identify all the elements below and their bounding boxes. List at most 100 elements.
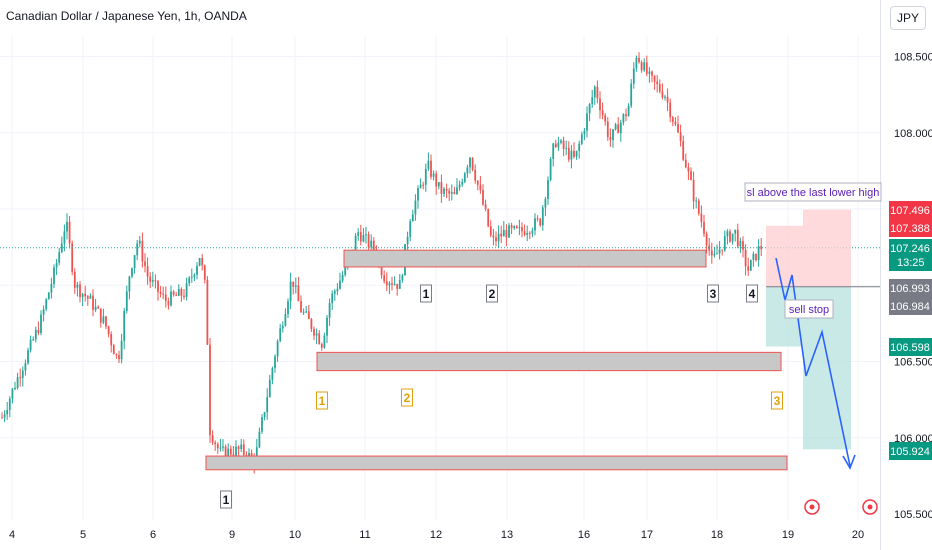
candle-body <box>515 226 518 228</box>
candle-body <box>588 104 591 114</box>
candle-body <box>211 435 214 443</box>
candle-body <box>222 446 224 448</box>
candle-body <box>45 299 48 310</box>
candle-body <box>274 356 276 369</box>
x-tick-19: 19 <box>782 529 794 541</box>
candle-body <box>133 255 136 269</box>
candle-body <box>723 236 726 251</box>
candle-body <box>34 329 37 340</box>
candle-body <box>401 275 404 281</box>
price-label-4: 106.993 <box>890 283 930 295</box>
alert-icon-dot-2 <box>867 504 873 510</box>
candle-body <box>162 293 165 295</box>
candle-body <box>372 240 375 253</box>
candle-body <box>21 370 24 378</box>
candle-body <box>190 276 193 278</box>
x-tick-17: 17 <box>641 529 653 541</box>
marker-box-5 <box>316 391 328 410</box>
candle-body <box>677 124 679 133</box>
candle-body <box>118 355 120 360</box>
candle-body <box>94 306 97 310</box>
candle-body <box>281 325 284 329</box>
annotation-text-2: sell stop <box>789 304 829 316</box>
annotation-box-1 <box>744 182 882 202</box>
candle-body <box>219 447 222 449</box>
markers: 1 2 3 4 1 2 3 1 <box>220 284 783 509</box>
candle-body <box>71 243 74 272</box>
x-tick-5: 5 <box>80 529 86 541</box>
candle-body <box>593 86 596 98</box>
candle-body <box>552 143 555 159</box>
candle-body <box>391 283 393 285</box>
candle-body <box>731 233 734 242</box>
candle-body <box>643 62 646 71</box>
candle-body <box>175 294 178 296</box>
price-label-7: 105.924 <box>890 446 930 458</box>
candle-body <box>138 240 141 244</box>
candle-body <box>203 265 206 280</box>
candle-body <box>289 281 292 302</box>
candle-body <box>287 301 289 315</box>
candle-body <box>294 285 297 287</box>
candle-body <box>453 192 456 194</box>
candle-body <box>422 184 425 186</box>
price-axis-separator <box>880 0 881 550</box>
marker-box-3 <box>707 284 719 303</box>
candle-body <box>612 129 614 141</box>
candle-body <box>112 345 115 355</box>
candle-body <box>606 121 609 138</box>
candle-body <box>661 91 664 98</box>
candle-body <box>632 68 635 84</box>
candle-body <box>315 333 318 336</box>
candle-body <box>216 444 219 449</box>
price-label-6: 106.598 <box>890 342 930 354</box>
candle-body <box>354 235 357 250</box>
candle-body <box>427 160 430 169</box>
candle-body <box>107 326 110 335</box>
candle-body <box>388 283 391 286</box>
marker-label-2: 2 <box>489 287 496 301</box>
candle-body <box>671 117 674 122</box>
candle-body <box>536 218 539 220</box>
candle-body <box>625 114 627 117</box>
price-label-countdown: 13:25 <box>897 257 925 269</box>
candle-body <box>167 300 170 306</box>
candle-body <box>440 182 443 194</box>
middle-zone <box>316 351 782 372</box>
candle-body <box>700 213 703 222</box>
marker-label-6: 2 <box>404 391 411 405</box>
candle-body <box>523 231 526 235</box>
candle-body <box>19 377 22 379</box>
candle-body <box>313 329 315 336</box>
candle-body <box>411 214 414 222</box>
candle-body <box>544 198 547 208</box>
candle-body <box>445 188 448 191</box>
candle-body <box>302 311 305 313</box>
candle-body <box>362 235 365 242</box>
price-label-bg-1 <box>889 201 932 219</box>
y-tick-108.500: 108.500 <box>894 52 932 64</box>
candle-body <box>513 226 516 228</box>
candle-body <box>760 246 763 250</box>
candle-body <box>721 249 724 251</box>
candle-body <box>674 121 677 125</box>
candle-body <box>58 252 61 263</box>
y-tick-108.000: 108.000 <box>894 128 932 140</box>
candle-body <box>47 292 50 300</box>
candle-body <box>726 231 729 237</box>
candle-body <box>42 309 45 315</box>
candle-body <box>573 150 575 157</box>
candle-body <box>619 122 622 134</box>
candle-body <box>664 96 666 98</box>
candle-body <box>703 221 705 234</box>
currency-button[interactable]: JPY <box>890 6 926 30</box>
candle-body <box>692 179 695 202</box>
price-label-3: 107.246 <box>890 243 930 255</box>
candle-body <box>53 267 55 285</box>
candle-body <box>198 258 201 266</box>
candle-body <box>84 293 87 297</box>
candle-body <box>326 317 328 336</box>
chart-title: Canadian Dollar / Japanese Yen, 1h, OAND… <box>6 9 247 23</box>
candle-body <box>393 283 396 285</box>
